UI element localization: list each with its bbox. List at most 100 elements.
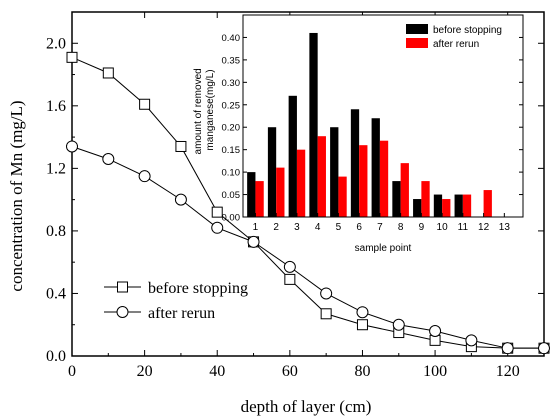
data-point-square (175, 140, 187, 152)
data-point-square (320, 308, 332, 320)
inset-legend-label-after-rerun: after rerun (433, 39, 479, 50)
data-point-square (139, 98, 151, 110)
bar-before-stopping (392, 181, 401, 217)
data-point-square (356, 319, 368, 331)
data-point-square (211, 206, 223, 218)
inset-x-tick-label: 13 (499, 222, 511, 233)
inset-x-tick-label: 5 (336, 222, 342, 233)
bar-before-stopping (330, 127, 339, 217)
bar-before-stopping (288, 95, 297, 217)
bar-after-rerun (483, 190, 492, 217)
inset-x-tick-label: 9 (419, 222, 425, 233)
main-y-tick-label: 1.2 (46, 160, 66, 177)
data-point-circle (429, 324, 442, 337)
inset-plot-border (242, 14, 524, 218)
inset-bars (247, 32, 492, 218)
data-point-circle (356, 306, 369, 319)
bar-after-rerun (359, 145, 368, 217)
legend-marker-square (117, 281, 128, 293)
data-point-circle (538, 342, 550, 355)
main-x-tick-label: 40 (209, 363, 225, 380)
bar-after-rerun (462, 194, 472, 217)
inset-legend: before stopping after rerun (406, 24, 502, 50)
bar-before-stopping (247, 172, 256, 217)
inset-x-tick-label: 8 (398, 222, 404, 233)
data-point-circle (174, 193, 187, 206)
main-x-tick-label: 80 (354, 363, 370, 380)
main-y-axis-label: concentration of Mn (mg/L) (7, 100, 26, 291)
data-point-circle (465, 334, 478, 347)
legend-label-before-stopping: before stopping (148, 280, 248, 297)
bar-before-stopping (454, 194, 463, 217)
bar-before-stopping (433, 194, 443, 217)
data-point-circle (247, 235, 260, 248)
bar-after-rerun (442, 199, 451, 217)
data-point-circle (283, 260, 296, 273)
inset-x-tick-label: 7 (377, 222, 383, 233)
bar-before-stopping (371, 118, 380, 217)
inset-y-tick-label: 0.20 (222, 123, 241, 134)
main-y-tick-label: 1.6 (46, 98, 66, 115)
main-x-tick-label: 100 (423, 363, 447, 380)
main-x-tick-label: 120 (496, 363, 520, 380)
inset-y-tick-label: 0.10 (222, 168, 241, 179)
main-series-markers (66, 51, 550, 355)
main-x-tick-label: 20 (137, 363, 153, 380)
inset-y-tick-label: 0.00 (222, 213, 241, 224)
inset-y-axis-label-line-2: manganese(mg/L) (205, 69, 216, 150)
bar-after-rerun (338, 176, 347, 217)
legend-label-after-rerun: after rerun (148, 305, 215, 322)
inset-legend-swatch-after-rerun (406, 38, 428, 48)
inset-legend-swatch-before-stopping (406, 24, 428, 34)
inset-y-tick-label: 0.15 (222, 145, 241, 156)
series-line-after-rerun (71, 146, 544, 349)
bar-after-rerun (400, 163, 409, 217)
inset-axis-ticks: 0.000.050.100.150.200.250.300.350.401 2 3 4… (222, 33, 523, 233)
inset-x-tick-label: 2 (273, 222, 279, 233)
inset-x-tick-label: 10 (437, 222, 449, 233)
inset-legend-label-before-stopping: before stopping (433, 25, 502, 36)
data-point-square (102, 67, 114, 79)
bar-after-rerun (276, 167, 285, 217)
inset-x-tick-label: 11 (458, 222, 469, 233)
main-legend: before stopping after rerun (104, 280, 248, 322)
data-point-circle (320, 287, 333, 300)
series-line-before-stopping (71, 56, 544, 349)
inset-y-tick-label: 0.35 (222, 55, 241, 66)
data-point-circle (138, 170, 151, 183)
data-point-circle (211, 221, 224, 234)
bar-after-rerun (255, 181, 264, 217)
data-point-circle (102, 152, 115, 165)
main-x-axis-label: depth of layer (cm) (241, 397, 372, 416)
data-point-circle (66, 140, 78, 153)
data-point-circle (501, 342, 514, 355)
main-plot-border (71, 11, 545, 357)
bar-after-rerun (296, 149, 306, 217)
inset-plot-frame (242, 14, 524, 218)
inset-y-tick-label: 0.25 (222, 100, 241, 111)
inset-x-axis-label: sample point (355, 243, 412, 254)
inset-y-tick-label: 0.30 (222, 78, 241, 89)
main-y-tick-label: 0.4 (46, 285, 66, 302)
main-axis-ticks: 0 20 40 60 80 100 120 0.0 0.4 0.8 1.2 1.6 2.0 (46, 12, 544, 380)
inset-x-tick-label: 3 (294, 222, 300, 233)
bar-before-stopping (413, 199, 422, 217)
inset-y-axis-label: amount of removed manganese(mg/L) (193, 66, 216, 155)
inset-y-axis-label-line-1: amount of removed (193, 68, 204, 154)
bar-after-rerun (421, 181, 430, 217)
main-y-tick-label: 2.0 (46, 35, 66, 52)
inset-x-tick-label: 1 (253, 222, 259, 233)
main-y-tick-label: 0.8 (46, 223, 66, 240)
bar-after-rerun (379, 140, 389, 217)
main-x-tick-label: 0 (68, 363, 76, 380)
main-x-tick-label: 60 (282, 363, 298, 380)
inset-y-tick-label: 0.05 (222, 190, 241, 201)
inset-x-tick-label: 6 (356, 222, 362, 233)
data-point-square (284, 273, 296, 285)
data-point-circle (392, 318, 405, 331)
data-point-square (66, 51, 78, 63)
bar-after-rerun (317, 136, 326, 217)
legend-marker-circle (116, 306, 129, 318)
